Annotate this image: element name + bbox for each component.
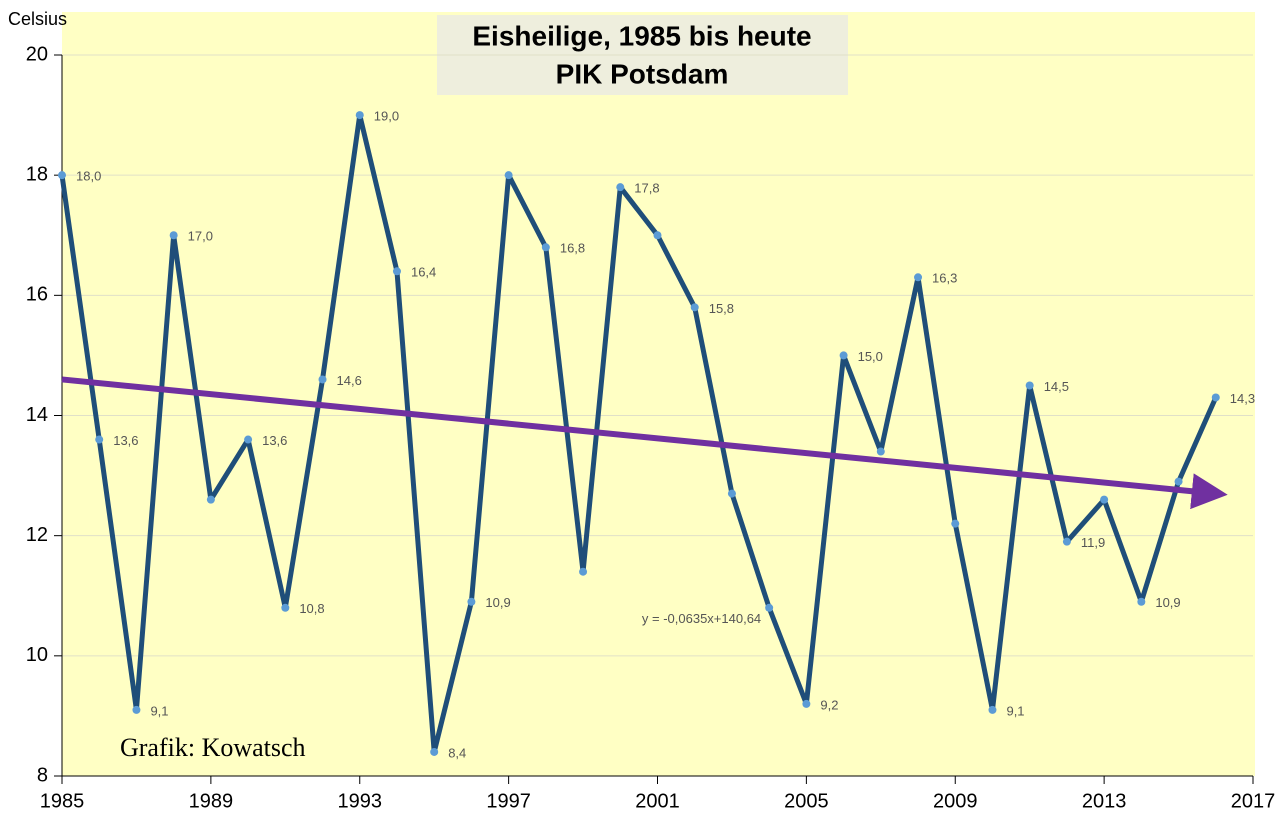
x-tick-label: 2005 — [784, 790, 829, 812]
data-point — [876, 447, 885, 456]
data-point — [504, 171, 513, 180]
data-label: 9,2 — [820, 697, 838, 712]
chart-title: Eisheilige, 1985 bis heute — [472, 20, 811, 51]
data-point — [1137, 597, 1146, 606]
x-tick-label: 2017 — [1231, 790, 1276, 812]
data-label: 10,8 — [299, 601, 324, 616]
x-tick-label: 1989 — [189, 790, 234, 812]
data-label: 16,4 — [411, 265, 436, 280]
data-label: 8,4 — [448, 745, 466, 760]
plot-area — [62, 12, 1255, 776]
data-point — [765, 603, 774, 612]
x-tick-label: 2013 — [1082, 790, 1127, 812]
trend-line — [61, 376, 1228, 510]
data-point — [1211, 393, 1220, 402]
data-label: 14,6 — [337, 373, 362, 388]
data-point — [281, 603, 290, 612]
data-point — [169, 231, 178, 240]
chart-subtitle: PIK Potsdam — [556, 58, 729, 89]
data-point — [951, 519, 960, 528]
data-point — [206, 495, 215, 504]
data-label: 13,6 — [113, 433, 138, 448]
data-point — [1100, 495, 1109, 504]
data-point — [132, 705, 141, 714]
data-point — [1062, 537, 1071, 546]
data-point — [244, 435, 253, 444]
data-label: 11,9 — [1081, 535, 1105, 550]
annotation: Grafik: Kowatsch — [120, 733, 306, 762]
data-label: 10,9 — [485, 595, 510, 610]
x-tick-label: 1993 — [338, 790, 383, 812]
data-label: 16,8 — [560, 241, 585, 256]
data-label: 9,1 — [150, 703, 168, 718]
y-tick-label: 10 — [26, 644, 48, 666]
data-point — [988, 705, 997, 714]
data-point — [1025, 381, 1034, 390]
data-label: 15,8 — [709, 301, 734, 316]
data-point — [430, 747, 439, 756]
data-point — [95, 435, 104, 444]
data-line — [59, 112, 1219, 755]
data-point — [355, 111, 364, 120]
y-tick-label: 16 — [26, 284, 48, 306]
data-point — [58, 171, 66, 180]
y-tick-label: 18 — [26, 163, 48, 185]
x-tick-label: 1997 — [486, 790, 531, 812]
data-point — [1174, 477, 1183, 486]
y-tick-label: 14 — [26, 404, 48, 426]
data-label: 9,1 — [1006, 703, 1024, 718]
y-axis-label: Celsius — [8, 9, 67, 29]
data-label: 13,6 — [262, 433, 287, 448]
data-label: 14,3 — [1230, 391, 1255, 406]
y-tick-label: 20 — [26, 43, 48, 65]
data-point — [392, 267, 401, 276]
data-point — [690, 303, 699, 312]
x-tick-label: 2001 — [635, 790, 680, 812]
data-point — [727, 489, 736, 498]
data-point — [616, 183, 625, 192]
data-label: 15,0 — [858, 349, 883, 364]
data-label: 14,5 — [1044, 379, 1069, 394]
y-tick-label: 8 — [37, 764, 48, 786]
data-point — [802, 699, 811, 708]
data-label: 10,9 — [1155, 595, 1180, 610]
y-tick-label: 12 — [26, 524, 48, 546]
data-point — [467, 597, 476, 606]
data-label: 16,3 — [932, 271, 957, 286]
data-label: 17,8 — [634, 181, 659, 196]
data-point — [579, 567, 588, 576]
data-label: 17,0 — [188, 229, 213, 244]
data-point — [839, 351, 848, 360]
x-tick-label: 1985 — [40, 790, 85, 812]
data-label: 18,0 — [76, 169, 101, 184]
data-point — [914, 273, 923, 282]
data-point — [653, 231, 662, 240]
data-point — [318, 375, 327, 384]
data-label: 19,0 — [374, 109, 399, 124]
data-point — [541, 243, 550, 252]
trend-equation: y = -0,0635x+140,64 — [642, 611, 761, 626]
x-tick-label: 2009 — [933, 790, 978, 812]
